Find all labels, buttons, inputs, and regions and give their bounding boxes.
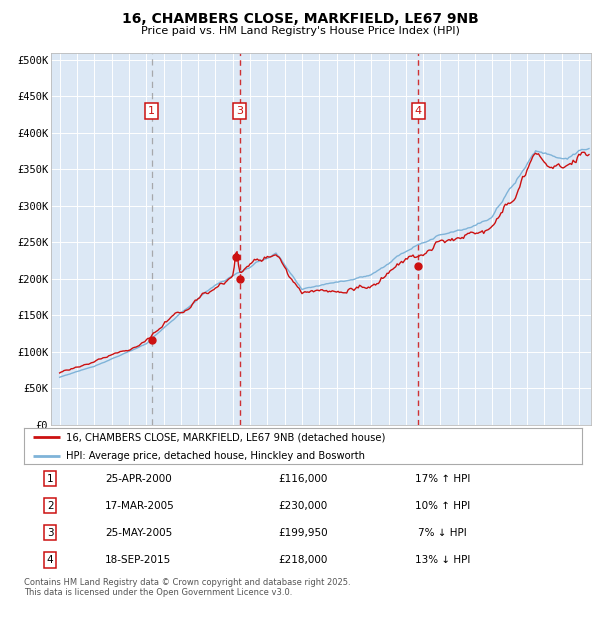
Text: £218,000: £218,000 [278,555,328,565]
Text: Contains HM Land Registry data © Crown copyright and database right 2025.
This d: Contains HM Land Registry data © Crown c… [24,578,350,597]
Text: 1: 1 [148,106,155,116]
Text: 18-SEP-2015: 18-SEP-2015 [105,555,171,565]
Text: 25-MAY-2005: 25-MAY-2005 [105,528,172,538]
Text: 17-MAR-2005: 17-MAR-2005 [105,501,175,511]
Text: 1: 1 [47,474,53,484]
Text: 3: 3 [236,106,243,116]
Text: £116,000: £116,000 [278,474,328,484]
Text: 17% ↑ HPI: 17% ↑ HPI [415,474,470,484]
Text: 13% ↓ HPI: 13% ↓ HPI [415,555,470,565]
Text: 2: 2 [47,501,53,511]
Text: 10% ↑ HPI: 10% ↑ HPI [415,501,470,511]
Text: HPI: Average price, detached house, Hinckley and Bosworth: HPI: Average price, detached house, Hinc… [66,451,365,461]
Text: 4: 4 [415,106,422,116]
Text: £199,950: £199,950 [278,528,328,538]
Text: 3: 3 [47,528,53,538]
Text: 4: 4 [47,555,53,565]
Text: 16, CHAMBERS CLOSE, MARKFIELD, LE67 9NB (detached house): 16, CHAMBERS CLOSE, MARKFIELD, LE67 9NB … [66,432,385,442]
Text: 7% ↓ HPI: 7% ↓ HPI [418,528,467,538]
Text: Price paid vs. HM Land Registry's House Price Index (HPI): Price paid vs. HM Land Registry's House … [140,26,460,36]
Text: 25-APR-2000: 25-APR-2000 [105,474,172,484]
Text: £230,000: £230,000 [278,501,328,511]
Text: 16, CHAMBERS CLOSE, MARKFIELD, LE67 9NB: 16, CHAMBERS CLOSE, MARKFIELD, LE67 9NB [122,12,478,27]
